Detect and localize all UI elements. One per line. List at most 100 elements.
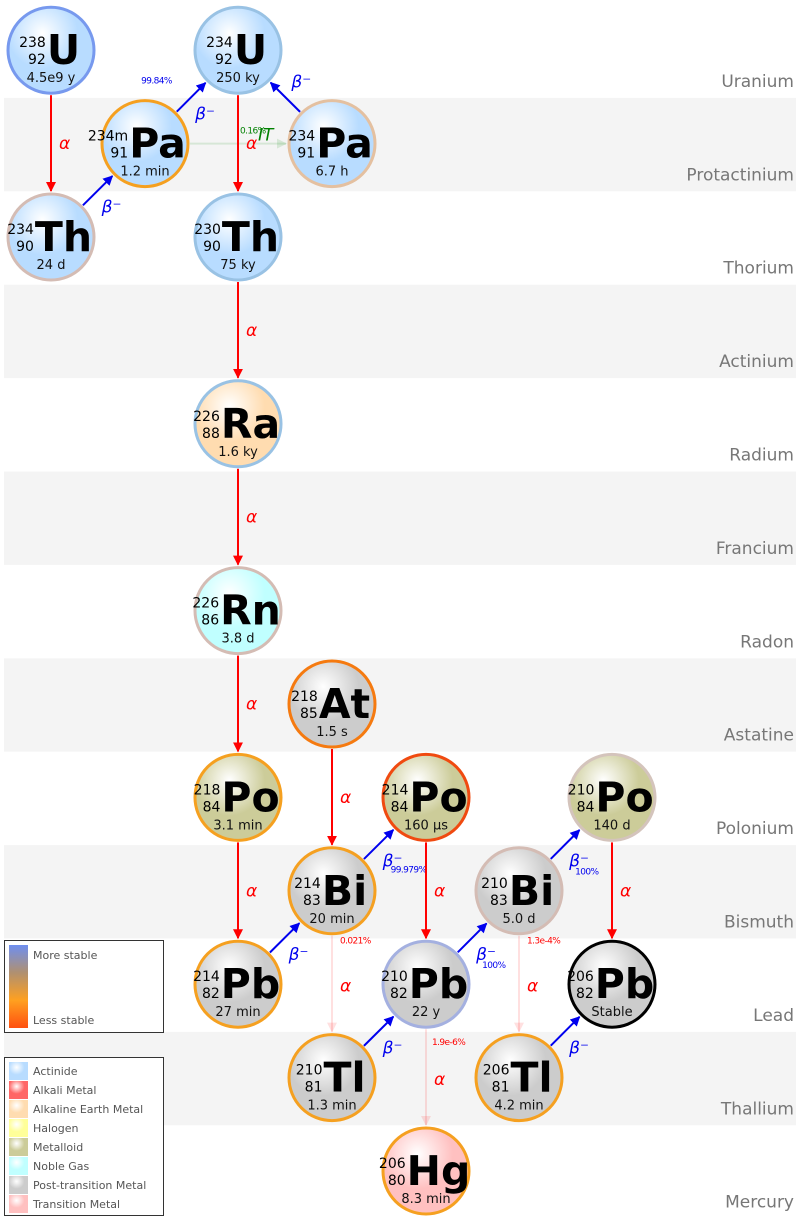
decay-arrow-beta: β⁻ 99.84% <box>141 76 215 124</box>
mass-number: 206 <box>379 1156 406 1172</box>
category-legend: Actinide Alkali Metal Alkaline Earth Metal… <box>4 1057 164 1216</box>
decay-arrow-beta: β⁻ <box>269 72 311 113</box>
decay-mode-label: α <box>246 134 257 154</box>
element-symbol: Pb <box>595 960 654 1008</box>
atomic-number: 81 <box>492 1080 510 1096</box>
branching-percent: 99.84% <box>141 76 173 86</box>
element-symbol: U <box>234 26 267 74</box>
half-life: 8.3 min <box>401 1192 450 1207</box>
element-symbol: Tl <box>323 1054 365 1102</box>
legend-less-stable: Less stable <box>33 1014 94 1027</box>
atomic-number: 80 <box>388 1173 406 1189</box>
legend-swatch-post-transition-metal <box>9 1176 28 1194</box>
nuclide-circle <box>287 99 377 189</box>
decay-line <box>550 1016 581 1047</box>
atomic-number: 84 <box>391 799 409 815</box>
decay-arrow-alpha: α <box>607 842 631 940</box>
decay-mode-label: IT <box>258 126 275 146</box>
nuclide-circle <box>193 939 283 1029</box>
half-life: 24 d <box>37 258 66 273</box>
element-symbol: Tl <box>510 1054 552 1102</box>
branching-percent: 1.9e-6% <box>432 1038 466 1048</box>
mass-number: 234 <box>206 35 233 51</box>
half-life: 75 ky <box>220 258 256 273</box>
row-band <box>4 845 796 939</box>
row-label-francium: Francium <box>716 539 794 559</box>
atomic-number: 86 <box>201 613 219 629</box>
legend-label: Post-transition Metal <box>33 1179 146 1192</box>
row-band <box>4 471 796 565</box>
half-life: 1.5 s <box>316 725 348 740</box>
decay-arrow-alpha: α 1.3e-4% <box>514 935 562 1033</box>
nuclide-circle <box>193 379 283 469</box>
legend-swatch-noble-gas <box>9 1157 28 1175</box>
decay-mode-label: β⁻ <box>382 1038 403 1058</box>
decay-arrow-alpha: α <box>233 282 257 379</box>
decay-line <box>457 922 488 954</box>
mass-number: 234 <box>7 222 34 238</box>
nuclide-circle <box>474 846 564 936</box>
decay-mode-label: α <box>340 788 351 808</box>
element-symbol: Pa <box>129 120 186 168</box>
branching-percent: 1.3e-4% <box>527 937 561 947</box>
mass-number: 238 <box>19 35 46 51</box>
decay-arrow-beta: β⁻99.979% <box>363 829 428 875</box>
decay-mode-label: α <box>246 695 257 715</box>
half-life: 1.3 min <box>307 1099 356 1114</box>
legend-label: Metalloid <box>33 1141 83 1154</box>
decay-mode-label: α <box>434 1070 445 1090</box>
decay-mode-label: α <box>246 881 257 901</box>
atomic-number: 84 <box>577 799 595 815</box>
row-label-astatine: Astatine <box>724 726 794 746</box>
legend-swatch-halogen <box>9 1119 28 1137</box>
half-life: 250 ky <box>216 71 260 86</box>
legend-swatch-actinide <box>9 1062 28 1080</box>
decay-mode-label: β⁻ <box>568 851 589 871</box>
row-band <box>4 284 796 379</box>
atomic-number: 83 <box>490 893 508 909</box>
legend-swatch-metalloid <box>9 1138 28 1156</box>
decay-arrow-alpha: α <box>327 749 351 846</box>
element-symbol: Pa <box>316 120 373 168</box>
decay-mode-label: α <box>59 134 70 154</box>
half-life: 140 d <box>593 818 630 833</box>
decay-mode-label: β⁻ <box>475 945 496 965</box>
decay-arrow-alpha: α <box>421 842 445 940</box>
legend-swatch-alkaline-earth-metal <box>9 1100 28 1118</box>
decay-arrow-alpha: α 1.9e-6% <box>421 1029 467 1126</box>
half-life: 160 µs <box>404 818 448 833</box>
nuclide-circle <box>193 192 283 282</box>
decay-line <box>176 82 207 113</box>
mass-number: 234m <box>88 129 128 145</box>
decay-arrow-alpha: α <box>46 95 70 192</box>
mass-number: 230 <box>194 222 221 238</box>
decay-arrow-beta: β⁻ <box>550 1016 589 1058</box>
nuclide-circle <box>193 752 283 842</box>
half-life: 27 min <box>215 1005 260 1020</box>
legend-more-stable: More stable <box>33 949 98 962</box>
mass-number: 234 <box>288 129 315 145</box>
decay-arrow-alpha: α <box>233 842 257 940</box>
decay-line <box>82 175 114 206</box>
mass-number: 226 <box>193 409 220 425</box>
atomic-number: 82 <box>576 986 594 1002</box>
half-life: 22 y <box>412 1005 441 1020</box>
row-label-mercury: Mercury <box>725 1193 794 1213</box>
legend-label: Noble Gas <box>33 1160 90 1173</box>
legend-label: Transition Metal <box>32 1198 120 1211</box>
half-life: 4.2 min <box>494 1099 543 1114</box>
decay-mode-label: α <box>340 977 351 997</box>
half-life: 4.5e9 y <box>27 71 76 86</box>
stability-gradient-bar <box>9 945 28 1028</box>
atomic-number: 92 <box>215 52 233 68</box>
